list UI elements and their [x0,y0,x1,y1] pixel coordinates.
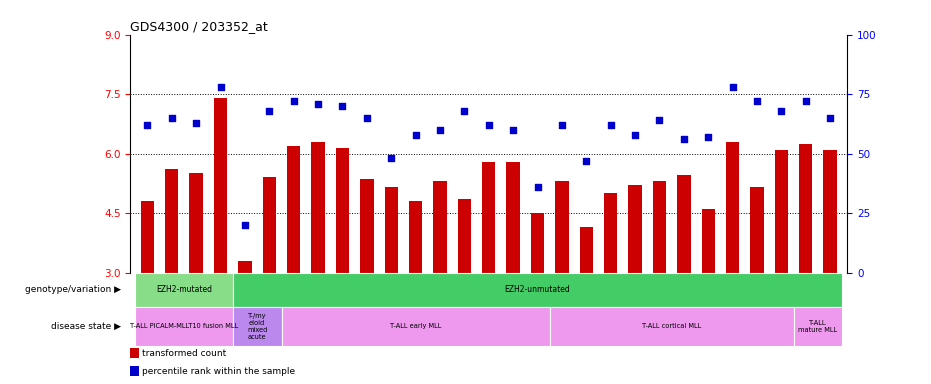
Text: T-ALL cortical MLL: T-ALL cortical MLL [642,323,701,329]
Bar [385,187,398,273]
Bar [726,142,739,273]
Bar [233,307,281,346]
Text: EZH2-mutated: EZH2-mutated [156,285,212,295]
Point [457,108,472,114]
Bar [311,142,325,273]
Point [749,98,764,104]
Bar [653,181,667,273]
Bar [263,177,276,273]
Bar [141,201,155,273]
Text: percentile rank within the sample: percentile rank within the sample [142,367,295,376]
Point [506,127,520,133]
Text: GDS4300 / 203352_at: GDS4300 / 203352_at [130,20,268,33]
Bar [702,209,715,273]
Bar [549,307,793,346]
Bar [677,175,691,273]
Bar [799,144,813,273]
Text: T-ALL PICALM-MLLT10 fusion MLL: T-ALL PICALM-MLLT10 fusion MLL [130,323,238,329]
Bar [287,146,301,273]
Bar [555,181,569,273]
Point [408,131,423,137]
Point [237,222,252,228]
Bar [433,181,447,273]
Text: T-/my
eloid
mixed
acute: T-/my eloid mixed acute [247,313,267,340]
Text: disease state ▶: disease state ▶ [51,322,121,331]
Point [579,158,594,164]
Bar [130,366,139,376]
Point [335,103,350,109]
Point [555,122,570,128]
Point [286,98,301,104]
Point [311,101,326,107]
Point [189,119,204,126]
Point [677,136,692,142]
Point [433,127,448,133]
Text: EZH2-unmutated: EZH2-unmutated [505,285,571,295]
Point [384,155,398,161]
Point [774,108,789,114]
Bar [604,193,617,273]
Bar [580,227,593,273]
Point [603,122,618,128]
Point [165,115,180,121]
Bar [130,348,139,358]
Point [262,108,277,114]
Bar [458,199,471,273]
Point [725,84,740,90]
Point [701,134,716,140]
Text: T-ALL early MLL: T-ALL early MLL [390,323,441,329]
Point [140,122,155,128]
Text: genotype/variation ▶: genotype/variation ▶ [25,285,121,295]
Bar [135,307,233,346]
Bar [135,273,233,307]
Bar [482,162,495,273]
Bar [214,98,227,273]
Bar [628,185,641,273]
Bar [409,201,423,273]
Bar [238,261,251,273]
Text: T-ALL
mature MLL: T-ALL mature MLL [799,320,838,333]
Point [359,115,374,121]
Bar [775,150,788,273]
Bar [360,179,373,273]
Point [652,117,667,123]
Text: transformed count: transformed count [142,349,226,358]
Point [530,184,545,190]
Point [213,84,228,90]
Bar [190,174,203,273]
Bar [506,162,519,273]
Bar [750,187,763,273]
Bar [165,169,179,273]
Bar [233,273,843,307]
Bar [823,150,837,273]
Bar [531,213,545,273]
Bar [336,147,349,273]
Point [627,131,642,137]
Point [798,98,813,104]
Bar [281,307,549,346]
Point [481,122,496,128]
Bar [793,307,843,346]
Point [823,115,838,121]
